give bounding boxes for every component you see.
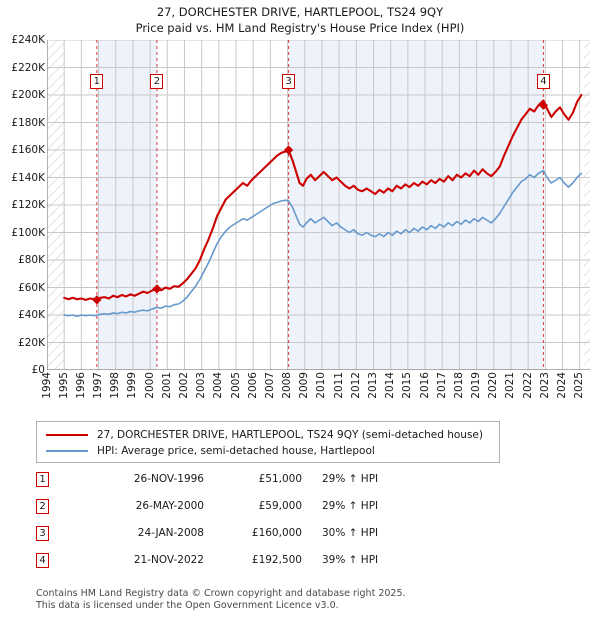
row-date: 26-NOV-1996 <box>133 473 204 485</box>
y-tick-label: £220K <box>11 61 45 74</box>
footer: Contains HM Land Registry data © Crown c… <box>36 588 576 611</box>
x-tick-label: 1994 <box>40 372 53 399</box>
legend-item-hpi: HPI: Average price, semi-detached house,… <box>37 443 499 459</box>
y-axis-labels: £0 £20K £40K £60K £80K £100K £120K £140K £160K £1… <box>0 35 45 376</box>
chart-marker-2[interactable]: 2 <box>150 74 164 89</box>
table-row[interactable]: 1 26-NOV-1996 £51,000 29% ↑ HPI <box>36 470 466 497</box>
legend-swatch-hpi <box>46 450 88 452</box>
page-subtitle: Price paid vs. HM Land Registry's House … <box>135 21 465 35</box>
y-tick-label: £40K <box>18 309 45 321</box>
y-tick-label: £100K <box>11 226 45 239</box>
y-tick-label: £240K <box>11 34 45 46</box>
x-tick-label: 1999 <box>126 372 139 399</box>
x-tick-label: 2013 <box>366 372 379 399</box>
x-tick-label: 2002 <box>177 372 190 399</box>
row-date: 24-JAN-2008 <box>137 527 204 539</box>
y-tick-label: £160K <box>11 144 45 156</box>
price-history-chart <box>47 40 590 370</box>
transactions-table: 1 26-NOV-1996 £51,000 29% ↑ HPI 2 26-MAY-2000… <box>36 470 466 578</box>
row-marker-number: 4 <box>36 553 49 568</box>
x-tick-label: 2023 <box>538 372 551 399</box>
x-tick-label: 2025 <box>573 372 586 399</box>
x-tick-label: 2014 <box>384 372 397 399</box>
x-tick-label: 1996 <box>74 372 87 399</box>
row-price: £51,000 <box>258 473 302 485</box>
x-tick-label: 2000 <box>143 372 156 399</box>
legend-item-property: 27, DORCHESTER DRIVE, HARTLEPOOL, TS24 9… <box>37 427 499 443</box>
y-tick-label: £120K <box>11 199 45 211</box>
footer-licence: This data is licensed under the Open Gov… <box>36 599 339 611</box>
row-hpi-delta: 30% ↑ HPI <box>322 527 379 539</box>
x-tick-label: 2022 <box>521 372 534 399</box>
x-tick-label: 1998 <box>109 372 122 399</box>
chart-legend: 27, DORCHESTER DRIVE, HARTLEPOOL, TS24 9… <box>36 421 500 463</box>
x-tick-label: 2011 <box>332 372 345 399</box>
x-tick-label: 2019 <box>470 372 483 399</box>
x-tick-label: 1997 <box>92 372 105 399</box>
y-tick-label: £80K <box>18 254 45 266</box>
x-tick-label: 2009 <box>298 372 311 399</box>
row-marker-number: 1 <box>36 472 49 487</box>
x-tick-label: 2004 <box>212 372 225 399</box>
legend-label-property: 27, DORCHESTER DRIVE, HARTLEPOOL, TS24 9… <box>97 429 483 441</box>
row-date: 21-NOV-2022 <box>133 554 204 566</box>
legend-swatch-property <box>46 434 88 436</box>
x-tick-label: 2018 <box>452 372 465 399</box>
legend-label-hpi: HPI: Average price, semi-detached house,… <box>97 445 375 457</box>
x-tick-label: 2017 <box>435 372 448 399</box>
x-tick-label: 2007 <box>263 372 276 399</box>
x-tick-label: 2010 <box>315 372 328 399</box>
y-tick-label: £180K <box>11 116 45 129</box>
row-date: 26-MAY-2000 <box>135 500 204 512</box>
x-tick-label: 2024 <box>556 372 568 399</box>
chart-title-block: 27, DORCHESTER DRIVE, HARTLEPOOL, TS24 9… <box>0 4 600 36</box>
y-tick-label: £140K <box>11 171 45 184</box>
chart-marker-1[interactable]: 1 <box>90 74 104 89</box>
x-tick-label: 2016 <box>418 372 431 399</box>
footer-copyright: Contains HM Land Registry data © Crown c… <box>36 588 406 599</box>
x-tick-label: 2006 <box>246 372 259 399</box>
x-tick-label: 2012 <box>349 372 362 399</box>
x-tick-label: 2015 <box>401 372 414 399</box>
chart-svg <box>47 40 590 370</box>
table-row[interactable]: 2 26-MAY-2000 £59,000 29% ↑ HPI <box>36 497 466 524</box>
page-title: 27, DORCHESTER DRIVE, HARTLEPOOL, TS24 9… <box>156 5 444 19</box>
row-price: £192,500 <box>251 554 302 566</box>
row-hpi-delta: 29% ↑ HPI <box>322 473 379 485</box>
table-row[interactable]: 4 21-NOV-2022 £192,500 39% ↑ HPI <box>36 551 466 578</box>
chart-marker-4[interactable]: 4 <box>536 74 550 89</box>
x-tick-label: 2020 <box>487 372 500 399</box>
row-price: £59,000 <box>258 500 302 512</box>
x-tick-label: 2003 <box>195 372 208 399</box>
y-tick-label: £0 <box>31 364 45 376</box>
x-tick-label: 2005 <box>229 372 242 399</box>
row-price: £160,000 <box>251 527 302 539</box>
x-tick-label: 1995 <box>57 372 70 399</box>
chart-marker-3[interactable]: 3 <box>282 74 296 89</box>
x-axis-labels: 1994 1995 1996 1997 1998 1999 2000 2001 2002 2003… <box>0 372 600 416</box>
row-marker-number: 2 <box>36 499 49 514</box>
x-tick-label: 2021 <box>504 372 517 399</box>
table-row[interactable]: 3 24-JAN-2008 £160,000 30% ↑ HPI <box>36 524 466 551</box>
row-hpi-delta: 39% ↑ HPI <box>322 554 379 566</box>
y-tick-label: £200K <box>11 89 45 101</box>
row-marker-number: 3 <box>36 526 49 541</box>
row-hpi-delta: 29% ↑ HPI <box>322 500 379 512</box>
x-tick-label: 2008 <box>281 372 294 399</box>
y-tick-label: £20K <box>18 336 45 349</box>
x-tick-label: 2001 <box>160 372 173 399</box>
y-tick-label: £60K <box>18 281 45 294</box>
